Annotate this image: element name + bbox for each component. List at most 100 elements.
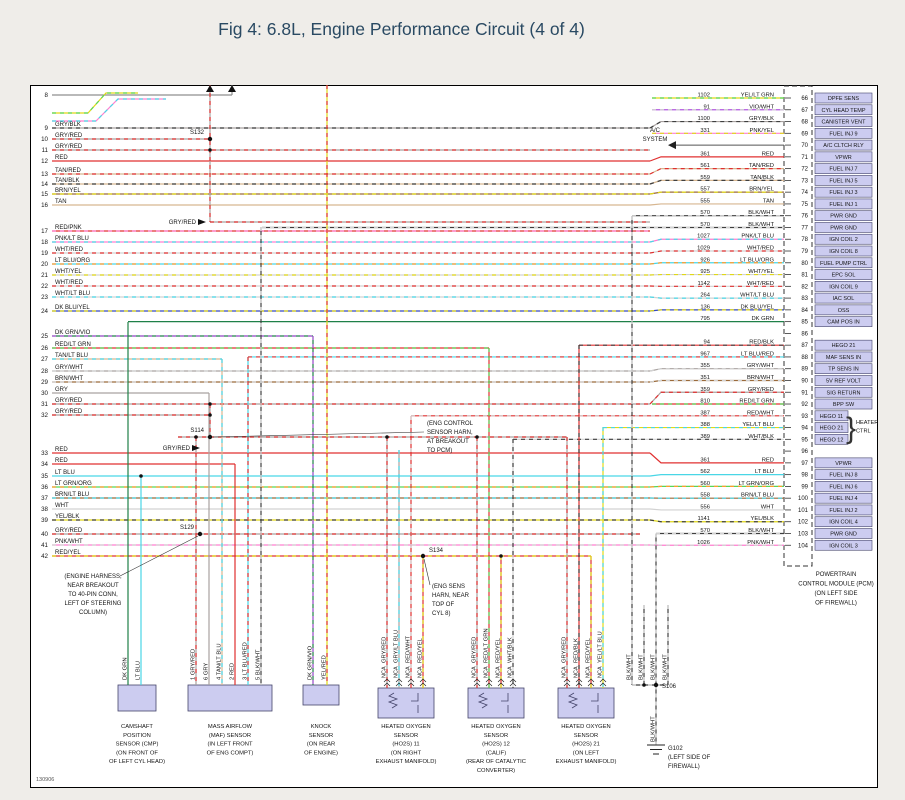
wire-stripe: [649, 519, 784, 523]
pcm-wire-color: RED: [762, 457, 774, 463]
circuit-number: 557: [700, 187, 710, 193]
pcm-function-box: [814, 92, 873, 104]
circuit-number: 570: [700, 222, 710, 228]
circuit-number: 91: [704, 104, 710, 110]
pcm-wire-color: WHT/BLK: [748, 434, 774, 440]
wire-arrow-icon: [473, 678, 481, 687]
maf-caption: (IN LEFT FRONT: [208, 742, 253, 748]
ho2s21-caption: HEATED OXYGEN: [561, 724, 611, 730]
junction-dot: [194, 435, 198, 439]
pcm-wire-color: TAN/BLK: [750, 175, 774, 181]
ho2s21-caption: EXHAUST MANIFOLD): [556, 759, 617, 765]
pcm-function-box: [814, 375, 873, 386]
pcm-function-box: [814, 128, 873, 139]
ho2s12-caption: SENSOR: [484, 733, 508, 739]
pcm-function-box: [814, 410, 849, 422]
eng-sens-text: CYL 8): [432, 611, 450, 617]
pcm-function-label: TP SENS IN: [828, 367, 858, 373]
pcm-wire-color: WHT: [761, 504, 775, 510]
pcm-wire-color: YEL/LT BLU: [742, 422, 774, 428]
heater-ctrl-label: HEATER: [856, 420, 878, 426]
pcm-pin-number: 81: [801, 273, 808, 279]
left-pin-number: 21: [41, 272, 48, 279]
pcm-function-label: HEGO 12: [820, 437, 844, 443]
pcm-function-label: VPWR: [835, 155, 852, 161]
pcm-pin-number: 67: [801, 108, 808, 114]
callout-line: [212, 431, 425, 438]
component-wire-label: RED/LT GRN: [484, 628, 490, 663]
cmp-caption: OF LEFT CYL HEAD): [109, 759, 165, 765]
pcm-function-box: [814, 186, 873, 198]
cmp-connector-box: [117, 684, 157, 712]
left-wire-label: GRY: [55, 387, 68, 393]
left-pin-number: 31: [41, 401, 48, 408]
left-pin-number: 25: [41, 333, 48, 340]
pcm-pin-number: 71: [801, 155, 808, 161]
pcm-wire-color: LT BLU/RED: [741, 351, 774, 357]
pcm-function-box: [814, 422, 849, 433]
circuit-number: 556: [700, 504, 710, 510]
left-pin-number: 40: [41, 531, 48, 538]
left-pin-number: 35: [41, 473, 48, 480]
component-wire-label: WHT/BLK: [508, 637, 514, 663]
left-wire-label: PNK/WHT: [55, 539, 83, 545]
maf-caption: (MAF) SENSOR: [209, 733, 251, 739]
pcm-wire-color: PNK/WHT: [747, 540, 774, 546]
pcm-pin-number: 66: [801, 96, 808, 102]
figure-title-bar: Fig 4: 6.8L, Engine Performance Circuit …: [0, 0, 905, 58]
circuit-number: 926: [700, 257, 710, 263]
pcm-pin-number: 83: [801, 296, 808, 302]
pcm-caption-text: POWERTRAIN: [816, 572, 857, 578]
component-wire-label: RED/WHT: [406, 635, 412, 663]
left-wire-label: DK GRN/VIO: [55, 330, 91, 336]
pointer-wire-label: GRY/RED: [163, 446, 191, 452]
circuit-number: 387: [700, 410, 710, 416]
component-wire-label: GRY/LT BLU: [394, 630, 400, 663]
pcm-pin-number: 72: [801, 167, 808, 173]
pcm-function-box: [814, 163, 873, 174]
pcm-wire-color: BRN/YEL: [749, 187, 775, 193]
wire-stripe: [649, 238, 784, 243]
left-wire-label: TAN/BLK: [55, 178, 80, 184]
pcm-wire-color: TAN/RED: [749, 163, 774, 169]
wire: [649, 120, 784, 129]
pcm-pin-number: 80: [801, 261, 808, 267]
maf-connector-box: [187, 684, 273, 712]
junction-dot: [207, 434, 213, 440]
circuit-number: 1142: [698, 281, 710, 287]
pcm-function-label: VPWR: [835, 461, 852, 467]
pcm-function-label: BPP SW: [833, 402, 855, 408]
nca-label: NCA: [406, 666, 412, 678]
wire-arrow-icon: [395, 678, 403, 687]
left-wire-label: YEL/BLK: [55, 514, 79, 520]
heater-element-icon: [477, 692, 489, 709]
ground-wire-label: BLK/WHT: [651, 716, 657, 742]
wire-stripe: [52, 98, 166, 122]
pointer-arrow-icon: [192, 445, 200, 451]
pcm-function-label: FUEL INJ 9: [829, 131, 857, 137]
circuit-number: 1026: [697, 540, 710, 546]
left-pin-number: 19: [41, 250, 48, 257]
pcm-function-box: [814, 492, 873, 504]
nca-label: NCA: [394, 666, 400, 678]
ho2s12-caption: CONVERTER): [477, 768, 515, 774]
pcm-caption-text: OF FIREWALL): [815, 601, 857, 607]
pcm-pin-number: 73: [801, 178, 808, 184]
junction-dot: [207, 136, 213, 142]
pcm-function-box: [814, 269, 873, 280]
circuit-number: 555: [700, 198, 710, 204]
pcm-function-label: MAF SENS IN: [826, 355, 861, 361]
eng-harness-text: COLUMN): [79, 610, 107, 616]
pcm-pin-number: 85: [801, 320, 808, 326]
pcm-wire-color: LT GRN/ORG: [738, 481, 774, 487]
left-pin-number: 15: [41, 191, 48, 198]
pcm-function-box: [814, 233, 873, 245]
pcm-function-box: [814, 139, 873, 151]
wire-stripe: [52, 92, 138, 114]
heater-element-icon: [567, 692, 579, 709]
pcm-function-box: [814, 339, 873, 351]
knock-connector-box: [302, 684, 340, 706]
pcm-function-label: FUEL INJ 1: [829, 202, 857, 208]
eng-sens-text: TOP OF: [432, 602, 454, 608]
left-wire-label: GRY/BLK: [55, 122, 81, 128]
